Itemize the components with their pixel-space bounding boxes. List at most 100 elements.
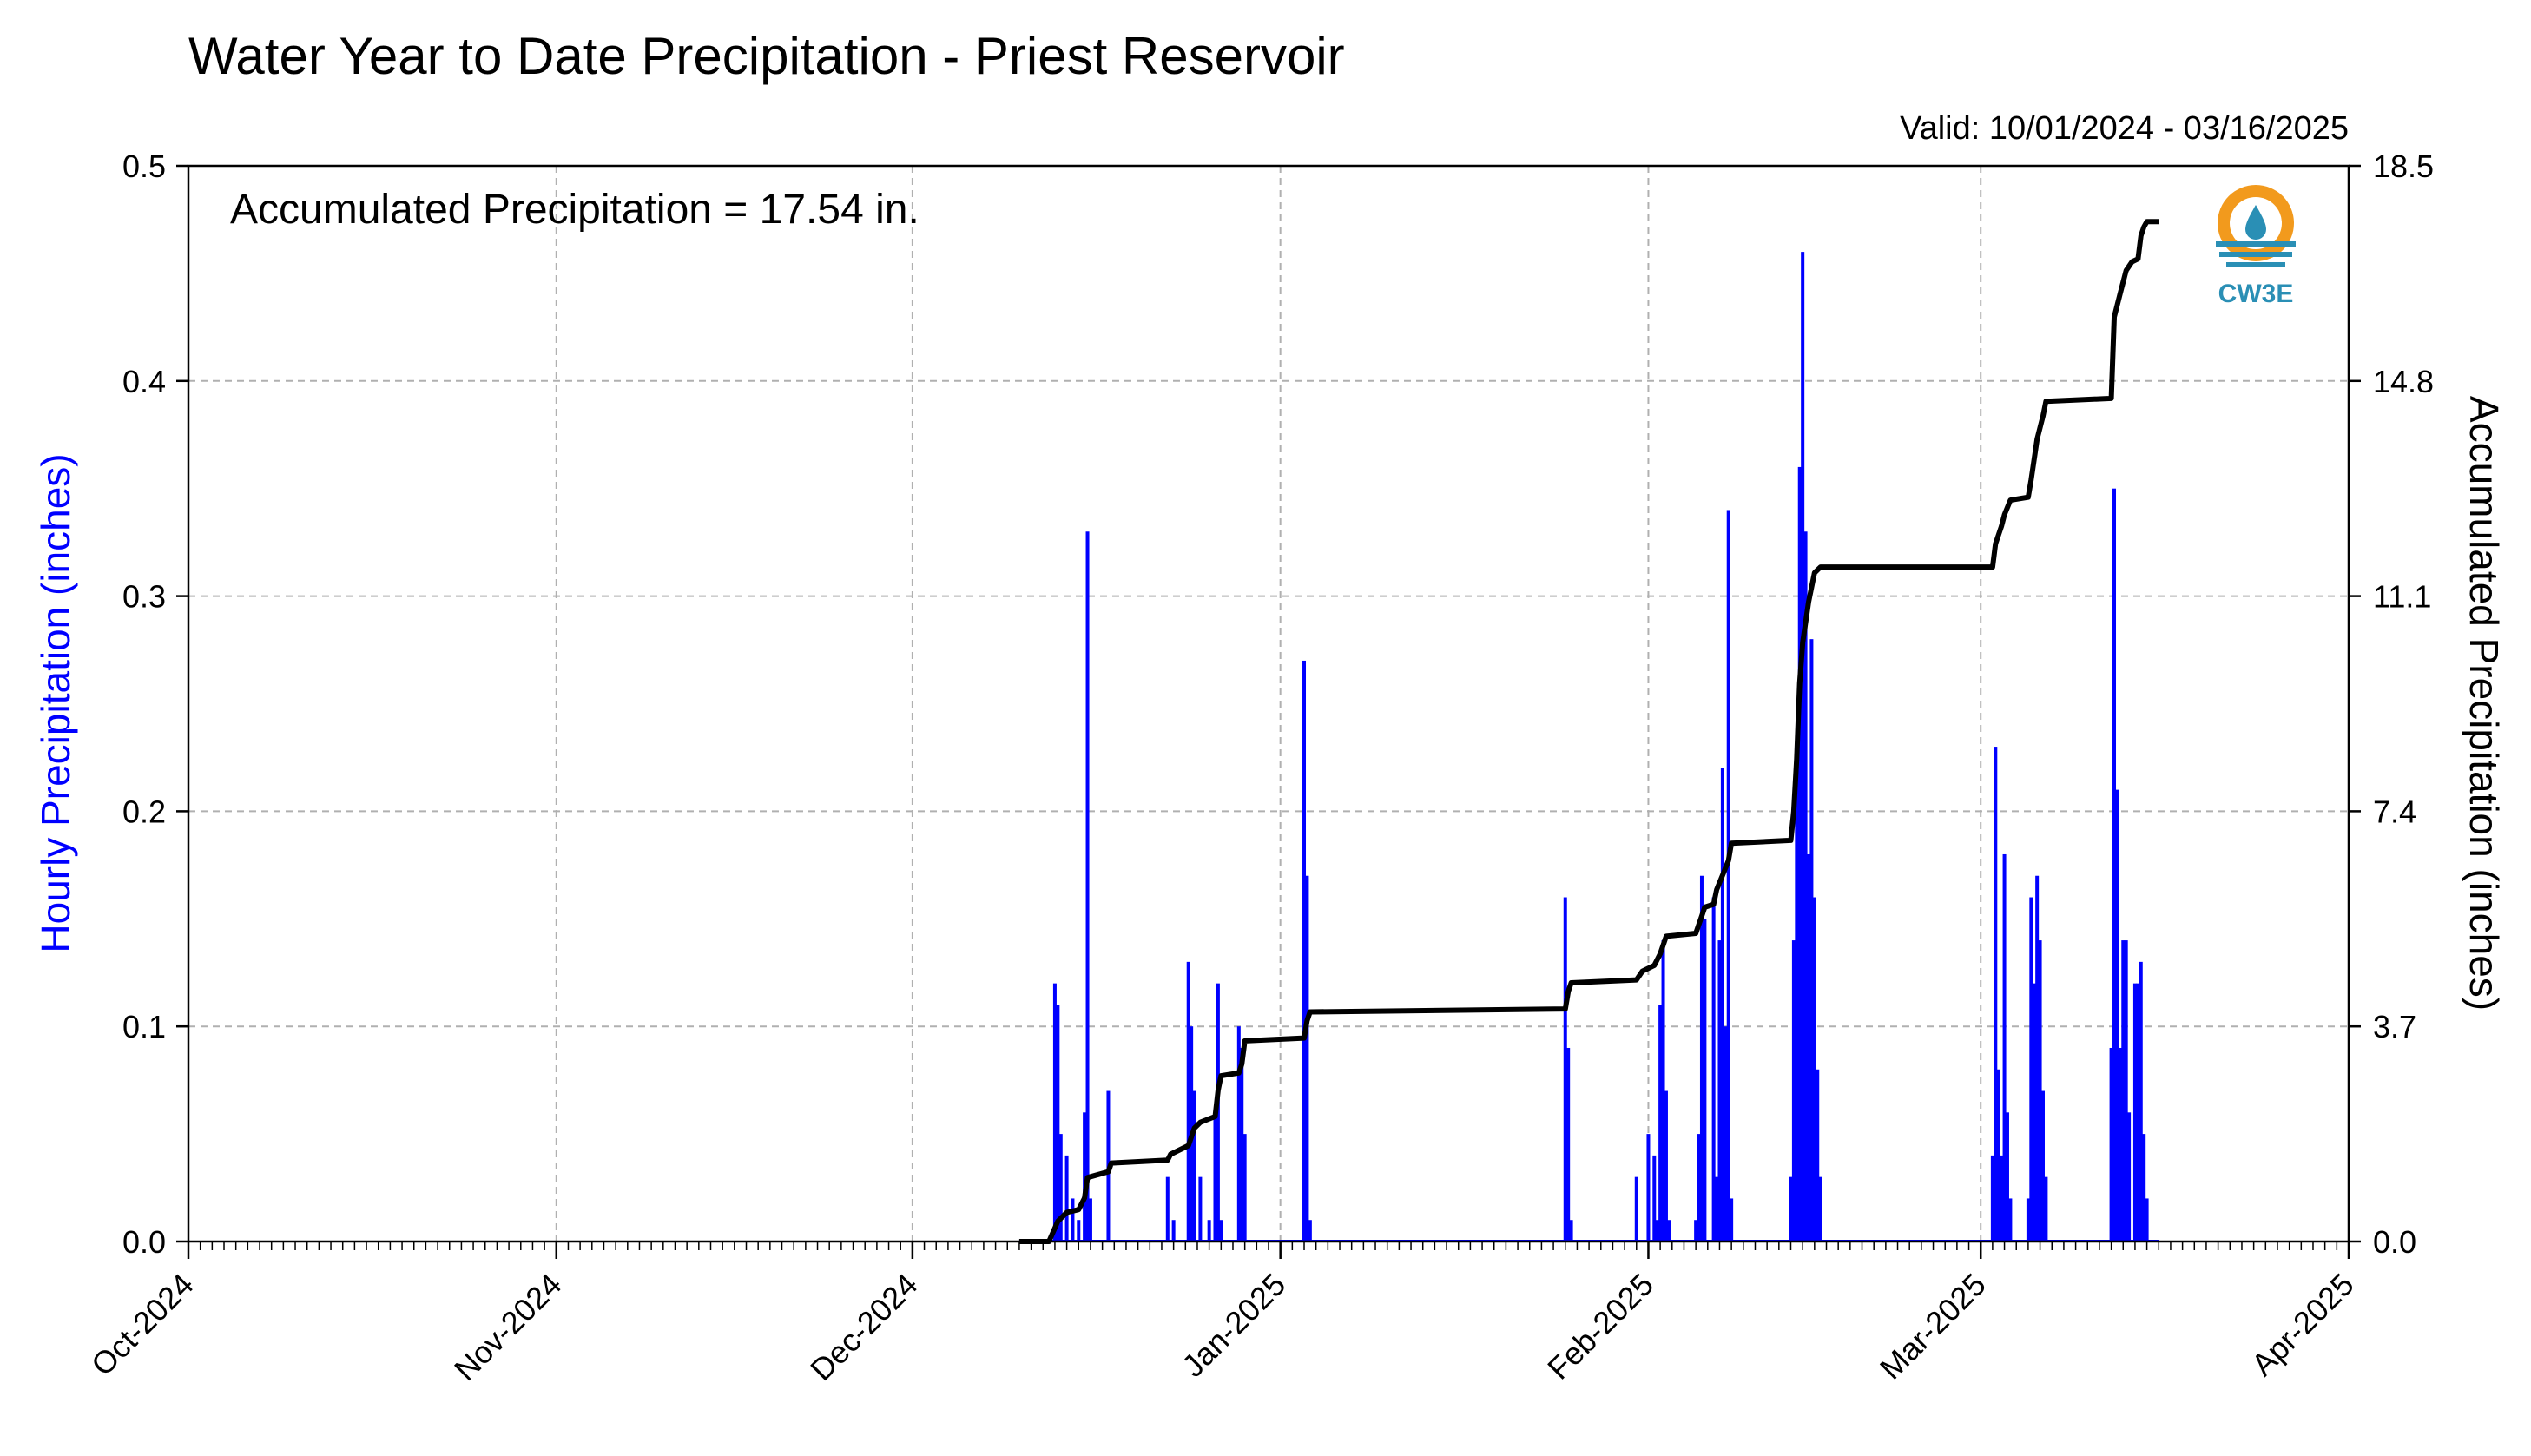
hourly-bar	[1994, 747, 1998, 1242]
hourly-bar	[1791, 940, 1796, 1242]
hourly-bar	[1566, 1047, 1571, 1242]
hourly-bar	[2109, 1047, 2113, 1242]
hourly-bar	[1694, 1220, 1698, 1242]
y-tick-label-right: 11.1	[2373, 579, 2431, 615]
x-tick-label: Mar-2025	[1873, 1267, 1993, 1387]
hourly-bar	[1816, 1069, 1820, 1242]
hourly-bar	[1711, 897, 1716, 1242]
hourly-bar	[1165, 1176, 1170, 1242]
chart-subtitle: Valid: 10/01/2024 - 03/16/2025	[1900, 110, 2349, 147]
hourly-bar	[1726, 510, 1730, 1242]
hourly-bar	[1818, 1176, 1822, 1242]
cw3e-logo-icon: CW3E	[2216, 185, 2296, 308]
hourly-bar	[2127, 1112, 2132, 1242]
x-tick-label: Nov-2024	[447, 1267, 568, 1387]
hourly-bar	[1730, 1198, 1734, 1242]
y-tick-label-left: 0.3	[122, 579, 166, 615]
hourly-bar	[2132, 983, 2137, 1242]
y-tick-label-right: 18.5	[2373, 148, 2434, 184]
hourly-bar	[1667, 1220, 1671, 1242]
axes: 0.0 0.0 0.1 3.7 0.2 7.4 0.3 11.1 0.4 14.8 0.5 18.5 O…	[84, 148, 2434, 1387]
hourly-bar	[1058, 1134, 1063, 1242]
y-tick-label-right: 0.0	[2373, 1224, 2416, 1260]
accumulated-line-group	[1018, 219, 2159, 1244]
hourly-bar	[1658, 1005, 1663, 1242]
y-tick-label-left: 0.4	[122, 364, 166, 399]
hourly-bar	[2145, 1198, 2149, 1242]
y-tick-label-left: 0.2	[122, 794, 166, 829]
hourly-bar	[1064, 1155, 1069, 1242]
hourly-bar	[1809, 639, 1814, 1242]
accumulated-annotation: Accumulated Precipitation = 17.54 in.	[230, 187, 919, 233]
hourly-bar	[1563, 897, 1567, 1242]
y-tick-label-right: 14.8	[2373, 364, 2434, 399]
hourly-bars	[1018, 252, 2159, 1242]
hourly-bar	[1083, 1112, 1087, 1242]
hourly-bar	[1724, 1026, 1728, 1242]
hourly-bar	[1077, 1220, 1081, 1242]
hourly-bar	[2002, 853, 2007, 1242]
hourly-bar	[1720, 768, 1724, 1242]
hourly-bar	[1242, 1134, 1247, 1242]
hourly-bar	[1056, 1005, 1060, 1242]
hourly-bar	[1171, 1220, 1176, 1242]
hourly-bar	[1652, 1155, 1657, 1242]
hourly-bar	[1305, 875, 1309, 1242]
x-tick-label: Oct-2024	[84, 1267, 201, 1383]
hourly-bar	[2139, 961, 2143, 1242]
hourly-bar	[1807, 853, 1810, 1242]
hourly-bar	[1198, 1176, 1203, 1242]
hourly-bar	[1996, 1069, 2000, 1242]
hourly-bar	[1812, 897, 1816, 1242]
hourly-bar	[1789, 1176, 1793, 1242]
y-tick-label-right: 3.7	[2373, 1009, 2416, 1044]
chart-title: Water Year to Date Precipitation - Pries…	[188, 27, 1345, 85]
accumulated-line	[1018, 219, 2159, 1244]
hourly-bar	[2008, 1198, 2013, 1242]
hourly-bar	[1801, 252, 1805, 1242]
hourly-bar	[2112, 488, 2117, 1242]
hourly-bar	[1213, 1112, 1217, 1242]
hourly-bar	[2000, 1155, 2004, 1242]
hourly-bar	[1634, 1176, 1638, 1242]
x-tick-label: Jan-2025	[1175, 1267, 1292, 1384]
hourly-bar	[1717, 940, 1722, 1242]
hourly-bar	[2136, 983, 2140, 1242]
hourly-bar	[1697, 1134, 1701, 1242]
hourly-bar	[1192, 1090, 1196, 1242]
hourly-bar	[2032, 983, 2036, 1242]
hourly-bar	[2124, 940, 2128, 1242]
hourly-bar	[2118, 1047, 2122, 1242]
hourly-bar	[1085, 531, 1090, 1242]
plot-frame	[187, 164, 2350, 1243]
hourly-bar	[1302, 660, 1307, 1242]
hourly-bar	[1661, 940, 1665, 1242]
y-axis-label-left: Hourly Precipitation (inches)	[33, 453, 78, 952]
hourly-bar	[1308, 1220, 1312, 1242]
hourly-bar	[1703, 919, 1707, 1242]
hourly-bar	[1186, 961, 1190, 1242]
hourly-bar	[1088, 1198, 1092, 1242]
gridlines	[188, 166, 2349, 1242]
hourly-bar	[1569, 1220, 1573, 1242]
hourly-bar	[1715, 1176, 1719, 1242]
hourly-bar	[1240, 1047, 1244, 1242]
hourly-bar	[1646, 1134, 1651, 1242]
y-tick-label-right: 7.4	[2373, 794, 2416, 829]
hourly-bar	[2121, 940, 2126, 1242]
hourly-bar	[1795, 768, 1799, 1242]
hourly-bar	[1699, 875, 1704, 1242]
hourly-bar	[1236, 1026, 1241, 1242]
y-tick-label-left: 0.5	[122, 148, 166, 184]
hourly-bar	[1071, 1198, 1075, 1242]
hourly-bar	[2044, 1176, 2048, 1242]
hourly-bar	[2040, 1090, 2045, 1242]
hourly-bar	[1207, 1220, 1211, 1242]
hourly-bar	[2026, 1198, 2030, 1242]
hourly-bar	[1664, 1090, 1668, 1242]
x-tick-label: Dec-2024	[803, 1267, 924, 1387]
hourly-bar	[1655, 1220, 1659, 1242]
hourly-bar	[2005, 1112, 2009, 1242]
hourly-bar	[1052, 983, 1057, 1242]
